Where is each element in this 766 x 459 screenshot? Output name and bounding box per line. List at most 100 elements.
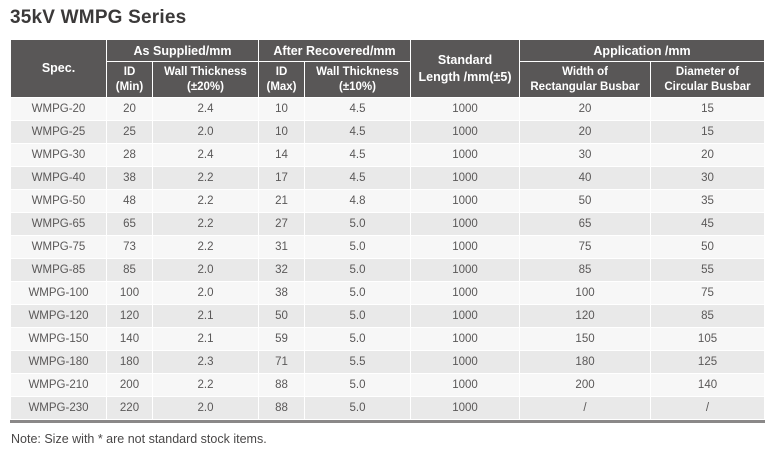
value-cell: 85 (107, 259, 152, 281)
value-cell: 2.1 (153, 305, 258, 327)
id-max-line1: ID (275, 65, 288, 78)
value-cell: 20 (520, 98, 651, 120)
value-cell: 4.8 (305, 190, 411, 212)
value-cell: 1000 (411, 259, 520, 281)
value-cell: 5.0 (305, 213, 411, 235)
value-cell: 45 (651, 213, 765, 235)
page: 35kV WMPG Series Spec. As Supplied/mm Af… (10, 7, 766, 446)
value-cell: 2.0 (153, 282, 258, 304)
id-min-line1: ID (123, 65, 136, 78)
value-cell: 88 (259, 397, 304, 419)
value-cell: 5.0 (305, 305, 411, 327)
value-cell: 2.4 (153, 98, 258, 120)
standard-length-line1: Standard (437, 53, 493, 68)
value-cell: 14 (259, 144, 304, 166)
value-cell: 40 (520, 167, 651, 189)
value-cell: 4.5 (305, 121, 411, 143)
value-cell: 4.5 (305, 98, 411, 120)
spec-cell: WMPG-180 (11, 351, 106, 373)
value-cell: 27 (259, 213, 304, 235)
spec-cell: WMPG-20 (11, 98, 106, 120)
id-max-line2: (Max) (266, 80, 297, 93)
value-cell: 21 (259, 190, 304, 212)
value-cell: 1000 (411, 121, 520, 143)
col-header-spec: Spec. (11, 40, 106, 97)
value-cell: 65 (107, 213, 152, 235)
col-group-application: Application /mm (520, 40, 765, 61)
value-cell: 220 (107, 397, 152, 419)
spec-table: Spec. As Supplied/mm After Recovered/mm … (10, 39, 766, 423)
value-cell: 50 (259, 305, 304, 327)
value-cell: 30 (651, 167, 765, 189)
table-body: WMPG-20 20 2.4 10 4.5 1000 20 15 WMPG-25 25 2.0 10 4… (11, 98, 765, 419)
value-cell: 17 (259, 167, 304, 189)
spec-cell: WMPG-25 (11, 121, 106, 143)
col-header-wall-thickness-10: Wall Thickness (±10%) (305, 62, 411, 97)
table-row: WMPG-120 120 2.1 50 5.0 1000 120 85 (11, 305, 765, 327)
spec-cell: WMPG-75 (11, 236, 106, 258)
col-group-after-recovered: After Recovered/mm (259, 40, 411, 61)
table-row: WMPG-50 48 2.2 21 4.8 1000 50 35 (11, 190, 765, 212)
value-cell: 75 (651, 282, 765, 304)
table-row: WMPG-150 140 2.1 59 5.0 1000 150 105 (11, 328, 765, 350)
value-cell: 125 (651, 351, 765, 373)
value-cell: 88 (259, 374, 304, 396)
value-cell: 38 (107, 167, 152, 189)
wall10-line1: Wall Thickness (316, 65, 399, 78)
value-cell: 2.2 (153, 236, 258, 258)
value-cell: 180 (107, 351, 152, 373)
value-cell: 200 (107, 374, 152, 396)
table-note: Note: Size with * are not standard stock… (11, 432, 267, 446)
value-cell: 10 (259, 98, 304, 120)
value-cell: 1000 (411, 167, 520, 189)
spec-cell: WMPG-100 (11, 282, 106, 304)
value-cell: 2.0 (153, 259, 258, 281)
value-cell: 2.3 (153, 351, 258, 373)
value-cell: 85 (520, 259, 651, 281)
value-cell: 73 (107, 236, 152, 258)
value-cell: 15 (651, 121, 765, 143)
value-cell: 55 (651, 259, 765, 281)
value-cell: 5.5 (305, 351, 411, 373)
value-cell: 50 (651, 236, 765, 258)
value-cell: 38 (259, 282, 304, 304)
value-cell: 1000 (411, 190, 520, 212)
value-cell: 5.0 (305, 282, 411, 304)
value-cell: 2.1 (153, 328, 258, 350)
value-cell: 120 (520, 305, 651, 327)
spec-cell: WMPG-120 (11, 305, 106, 327)
standard-length-line2: Length /mm(±5) (418, 69, 512, 84)
width-busbar-line1: Width of (562, 65, 608, 78)
col-header-wall-thickness-20: Wall Thickness (±20%) (153, 62, 258, 97)
value-cell: 200 (520, 374, 651, 396)
table-row: WMPG-210 200 2.2 88 5.0 1000 200 140 (11, 374, 765, 396)
value-cell: 140 (107, 328, 152, 350)
table-row: WMPG-20 20 2.4 10 4.5 1000 20 15 (11, 98, 765, 120)
value-cell: 25 (107, 121, 152, 143)
value-cell: 1000 (411, 351, 520, 373)
diameter-busbar-line1: Diameter of (675, 65, 740, 78)
diameter-busbar-line2: Circular Busbar (664, 80, 751, 93)
value-cell: 1000 (411, 144, 520, 166)
table-row: WMPG-180 180 2.3 71 5.5 1000 180 125 (11, 351, 765, 373)
value-cell: 20 (520, 121, 651, 143)
value-cell: 4.5 (305, 144, 411, 166)
value-cell: 105 (651, 328, 765, 350)
value-cell: 28 (107, 144, 152, 166)
value-cell: 4.5 (305, 167, 411, 189)
value-cell: 20 (651, 144, 765, 166)
col-header-diameter-circular-busbar: Diameter of Circular Busbar (651, 62, 765, 97)
value-cell: 1000 (411, 328, 520, 350)
col-header-width-rectangular-busbar: Width of Rectangular Busbar (520, 62, 651, 97)
wall20-line1: Wall Thickness (164, 65, 247, 78)
spec-cell: WMPG-230 (11, 397, 106, 419)
col-header-standard-length: Standard Length /mm(±5) (411, 40, 520, 97)
value-cell: 2.4 (153, 144, 258, 166)
table-row: WMPG-65 65 2.2 27 5.0 1000 65 45 (11, 213, 765, 235)
value-cell: 100 (520, 282, 651, 304)
col-group-as-supplied: As Supplied/mm (107, 40, 258, 61)
value-cell: 10 (259, 121, 304, 143)
value-cell: 75 (520, 236, 651, 258)
value-cell: 15 (651, 98, 765, 120)
value-cell: 2.2 (153, 374, 258, 396)
